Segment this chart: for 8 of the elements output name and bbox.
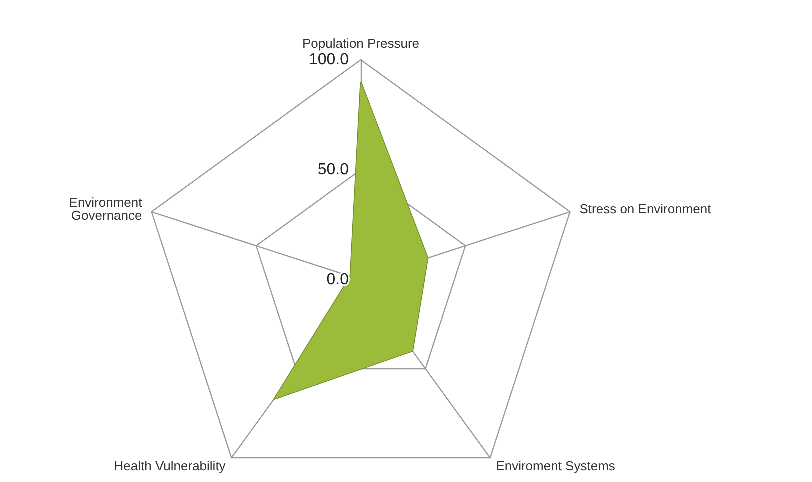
spoke-label: Stress on Environment <box>580 201 712 216</box>
y-tick-label: 0.0 <box>326 272 350 288</box>
y-tick-label: 50.0 <box>318 162 350 178</box>
spoke-label: Population Pressure <box>302 36 420 51</box>
spoke-label: Health Vulnerability <box>114 458 226 474</box>
spoke-label: Enviroment Systems <box>496 458 616 474</box>
y-tick-label: 100.0 <box>308 52 350 68</box>
spoke-label: Environment Governance <box>69 194 143 223</box>
